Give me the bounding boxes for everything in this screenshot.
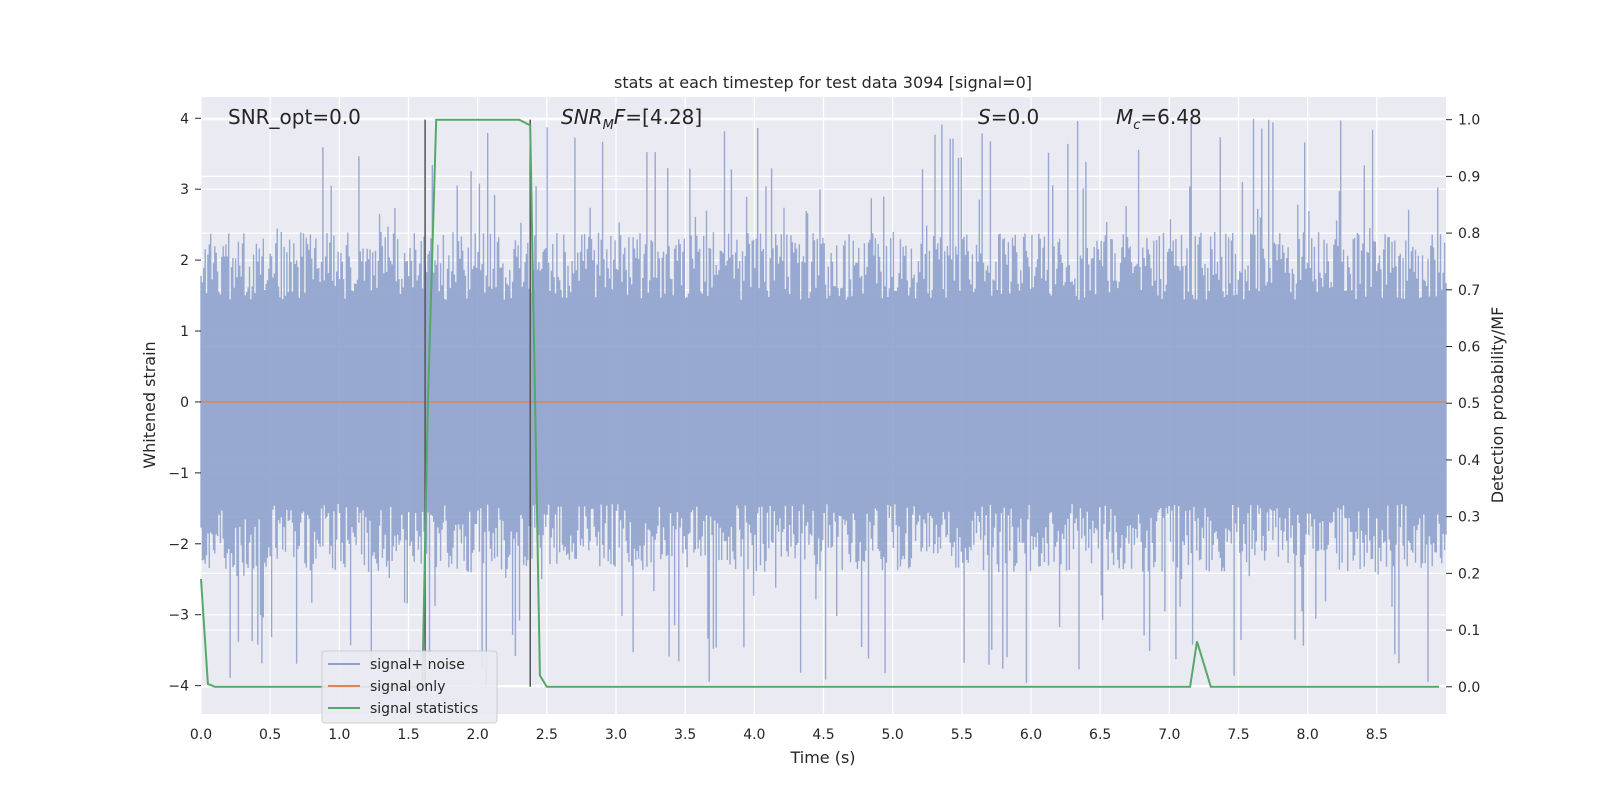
y-right-tick-label: 0.0 <box>1458 680 1480 696</box>
legend: signal+ noise signal only signal statist… <box>321 650 498 724</box>
y-left-tick-label: −1 <box>168 466 189 482</box>
y-left-tick-label: 3 <box>180 182 189 198</box>
x-tick-label: 1.5 <box>397 727 419 743</box>
y-right-tick-label: 0.4 <box>1458 453 1480 469</box>
y-right-tick-label: 0.7 <box>1458 283 1480 299</box>
annotation-snr-mf: SNRMF=[4.28] <box>561 105 702 133</box>
x-axis-label: Time (s) <box>789 748 855 767</box>
annotation-mc: Mc=6.48 <box>1116 105 1202 133</box>
y-right-tick-label: 0.5 <box>1458 396 1480 412</box>
annotation-mc-sub: c <box>1133 118 1140 133</box>
y-right-tick-label: 0.2 <box>1458 566 1480 582</box>
y-left-axis-label: Whitened strain <box>140 341 159 468</box>
x-tick-label: 4.5 <box>812 727 834 743</box>
legend-label-stats: signal statistics <box>370 701 478 717</box>
annotation-mc-value: =6.48 <box>1140 105 1201 129</box>
x-tick-label: 7.0 <box>1158 727 1180 743</box>
annotation-s-value: =0.0 <box>991 105 1040 129</box>
x-tick-label: 0.5 <box>259 727 281 743</box>
annotation-snr-mf-value: =[4.28] <box>625 105 702 129</box>
y-left-tick-label: −2 <box>168 537 189 553</box>
x-tick-label: 5.0 <box>882 727 904 743</box>
y-right-tick-label: 0.6 <box>1458 340 1480 356</box>
x-tick-label: 6.5 <box>1089 727 1111 743</box>
y-left-axis-ticks: 4 3 2 1 0 −1 −2 −3 −4 <box>168 111 201 695</box>
x-tick-label: 1.0 <box>328 727 350 743</box>
chart-title: stats at each timestep for test data 309… <box>614 73 1032 92</box>
annotation-snr-mf-sub: M <box>603 118 614 133</box>
annotation-mc-main: M <box>1116 105 1133 129</box>
y-right-tick-label: 0.8 <box>1458 226 1480 242</box>
x-tick-label: 2.5 <box>536 727 558 743</box>
x-tick-label: 2.0 <box>467 727 489 743</box>
y-right-tick-label: 1.0 <box>1458 113 1480 129</box>
legend-label-noise: signal+ noise <box>370 657 465 673</box>
y-right-tick-label: 0.9 <box>1458 169 1480 185</box>
x-tick-label: 4.0 <box>743 727 765 743</box>
y-left-tick-label: 0 <box>180 395 189 411</box>
x-tick-label: 3.5 <box>674 727 696 743</box>
annotation-snr-mf-main: SNR <box>561 105 603 129</box>
annotation-snr-mf-f: F <box>614 105 626 129</box>
y-left-tick-label: −3 <box>168 608 189 624</box>
y-right-tick-label: 0.1 <box>1458 623 1480 639</box>
legend-label-signal: signal only <box>370 679 445 695</box>
x-tick-label: 7.5 <box>1227 727 1249 743</box>
y-left-tick-label: 1 <box>180 324 189 340</box>
x-tick-label: 0.0 <box>190 727 212 743</box>
x-tick-label: 3.0 <box>605 727 627 743</box>
y-left-tick-label: 4 <box>180 111 189 127</box>
y-right-tick-label: 0.3 <box>1458 510 1480 526</box>
y-left-tick-label: 2 <box>180 253 189 269</box>
x-tick-label: 6.0 <box>1020 727 1042 743</box>
x-axis-ticks: 0.0 0.5 1.0 1.5 2.0 2.5 3.0 3.5 4.0 4.5 5.0 5.5 6.0 6… <box>190 727 1388 743</box>
annotation-s-italic: S <box>978 105 991 129</box>
x-tick-label: 8.5 <box>1366 727 1388 743</box>
y-right-axis-label: Detection probability/MF <box>1488 307 1507 504</box>
y-right-axis-ticks: 1.0 0.9 0.8 0.7 0.6 0.5 0.4 0.3 0.2 0.1 0.0 <box>1446 113 1480 696</box>
annotation-s: S=0.0 <box>978 105 1039 129</box>
x-tick-label: 5.5 <box>951 727 973 743</box>
legend-box <box>321 650 498 724</box>
annotation-snr-opt: SNR_opt=0.0 <box>228 105 361 129</box>
y-left-tick-label: −4 <box>168 679 189 695</box>
x-tick-label: 8.0 <box>1297 727 1319 743</box>
